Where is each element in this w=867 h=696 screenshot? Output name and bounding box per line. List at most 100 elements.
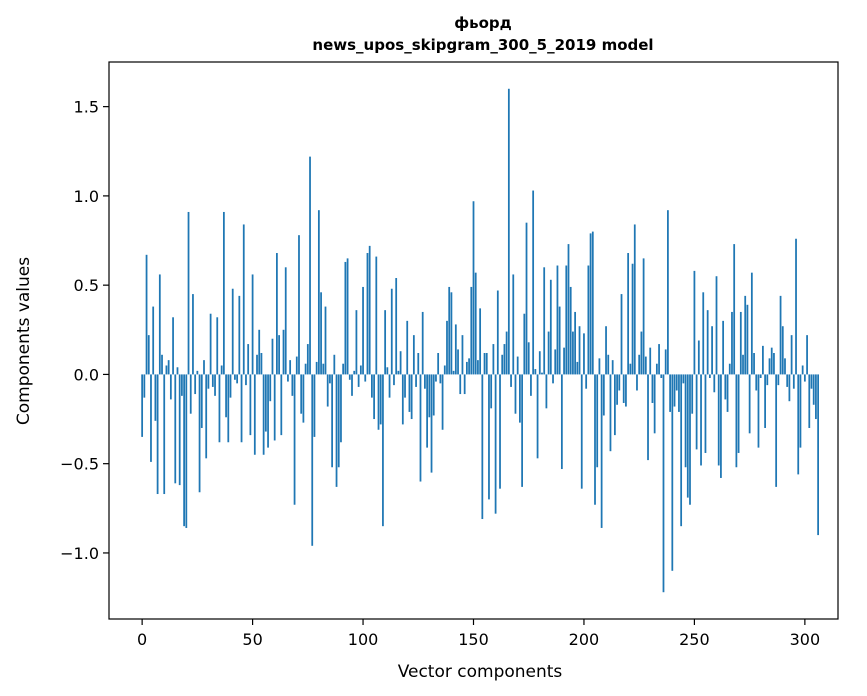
bar xyxy=(298,235,300,375)
bar xyxy=(525,222,528,375)
bar xyxy=(611,360,614,375)
bar xyxy=(390,288,393,375)
bar xyxy=(569,286,572,375)
bar xyxy=(426,374,428,448)
bar xyxy=(664,349,667,375)
bar xyxy=(253,374,256,455)
x-tick-label: 150 xyxy=(458,630,489,649)
bar xyxy=(430,374,433,473)
bar xyxy=(633,224,636,375)
chart-subtitle: news_upos_skipgram_300_5_2019 model xyxy=(312,36,653,54)
bar xyxy=(293,374,296,505)
bar xyxy=(790,335,793,375)
bar xyxy=(490,374,493,409)
bar xyxy=(686,374,689,498)
bar xyxy=(600,374,603,528)
bar xyxy=(558,306,561,375)
bar xyxy=(304,363,307,375)
bar xyxy=(505,331,508,375)
bar xyxy=(368,245,371,375)
bar xyxy=(260,353,263,375)
bar xyxy=(404,374,406,398)
bar xyxy=(165,365,168,375)
bar xyxy=(284,267,287,375)
bar xyxy=(797,374,800,475)
bar xyxy=(812,374,815,405)
bar xyxy=(278,335,280,375)
bar xyxy=(629,363,632,375)
bar xyxy=(158,274,161,375)
bar xyxy=(510,374,512,387)
bar xyxy=(532,190,535,375)
x-axis-label: Vector components xyxy=(398,662,563,682)
x-tick-label: 100 xyxy=(348,630,379,649)
bar xyxy=(443,365,446,375)
bar xyxy=(417,353,420,375)
bar xyxy=(269,374,272,402)
bar xyxy=(448,286,451,375)
bar xyxy=(744,295,747,375)
bar xyxy=(324,306,327,375)
bar xyxy=(766,374,769,386)
bar xyxy=(547,331,550,375)
bar xyxy=(662,374,665,593)
bar xyxy=(697,340,700,375)
bar xyxy=(172,317,174,375)
bar xyxy=(280,374,283,436)
bar xyxy=(748,374,751,434)
bar xyxy=(216,317,219,375)
bar xyxy=(649,347,652,375)
bar xyxy=(737,374,740,453)
bar xyxy=(587,265,590,375)
bar xyxy=(309,156,311,375)
x-tick-label: 300 xyxy=(790,630,821,649)
x-axis-ticks: 0 50 100 150 200 250 300 xyxy=(137,619,820,649)
bar xyxy=(364,374,367,382)
bar xyxy=(181,374,183,396)
bar xyxy=(439,374,442,384)
bar xyxy=(693,270,696,375)
bar xyxy=(591,231,594,375)
bar xyxy=(755,374,758,391)
bar xyxy=(784,358,786,375)
bar xyxy=(238,295,241,375)
bar xyxy=(465,361,468,375)
bar xyxy=(792,374,795,389)
bar xyxy=(397,370,400,375)
x-tick-label: 200 xyxy=(569,630,600,649)
bar xyxy=(355,310,358,375)
bar xyxy=(313,374,316,437)
bar xyxy=(702,292,705,375)
bar xyxy=(779,295,782,375)
bar xyxy=(267,374,269,448)
bar xyxy=(746,304,749,375)
bar xyxy=(185,374,188,528)
bar xyxy=(753,353,755,375)
bar xyxy=(384,310,387,375)
bar xyxy=(638,354,641,375)
bar xyxy=(492,344,495,375)
bar xyxy=(435,374,437,382)
bar xyxy=(620,294,623,375)
bar xyxy=(220,365,223,375)
bar xyxy=(773,353,775,375)
bar xyxy=(377,374,380,430)
bar xyxy=(187,211,190,375)
bar xyxy=(399,351,402,375)
bar xyxy=(724,374,727,400)
bar xyxy=(178,374,181,486)
bar xyxy=(706,310,709,375)
bar xyxy=(726,374,729,412)
bar xyxy=(775,374,778,487)
bar xyxy=(421,311,424,375)
bar xyxy=(552,374,554,384)
bar xyxy=(337,374,340,468)
bar xyxy=(424,374,426,389)
bar xyxy=(189,374,192,414)
bar xyxy=(574,311,576,375)
bar xyxy=(499,374,501,489)
bar xyxy=(198,374,201,493)
bar xyxy=(689,374,691,505)
bar xyxy=(596,374,599,468)
bar xyxy=(271,338,274,375)
